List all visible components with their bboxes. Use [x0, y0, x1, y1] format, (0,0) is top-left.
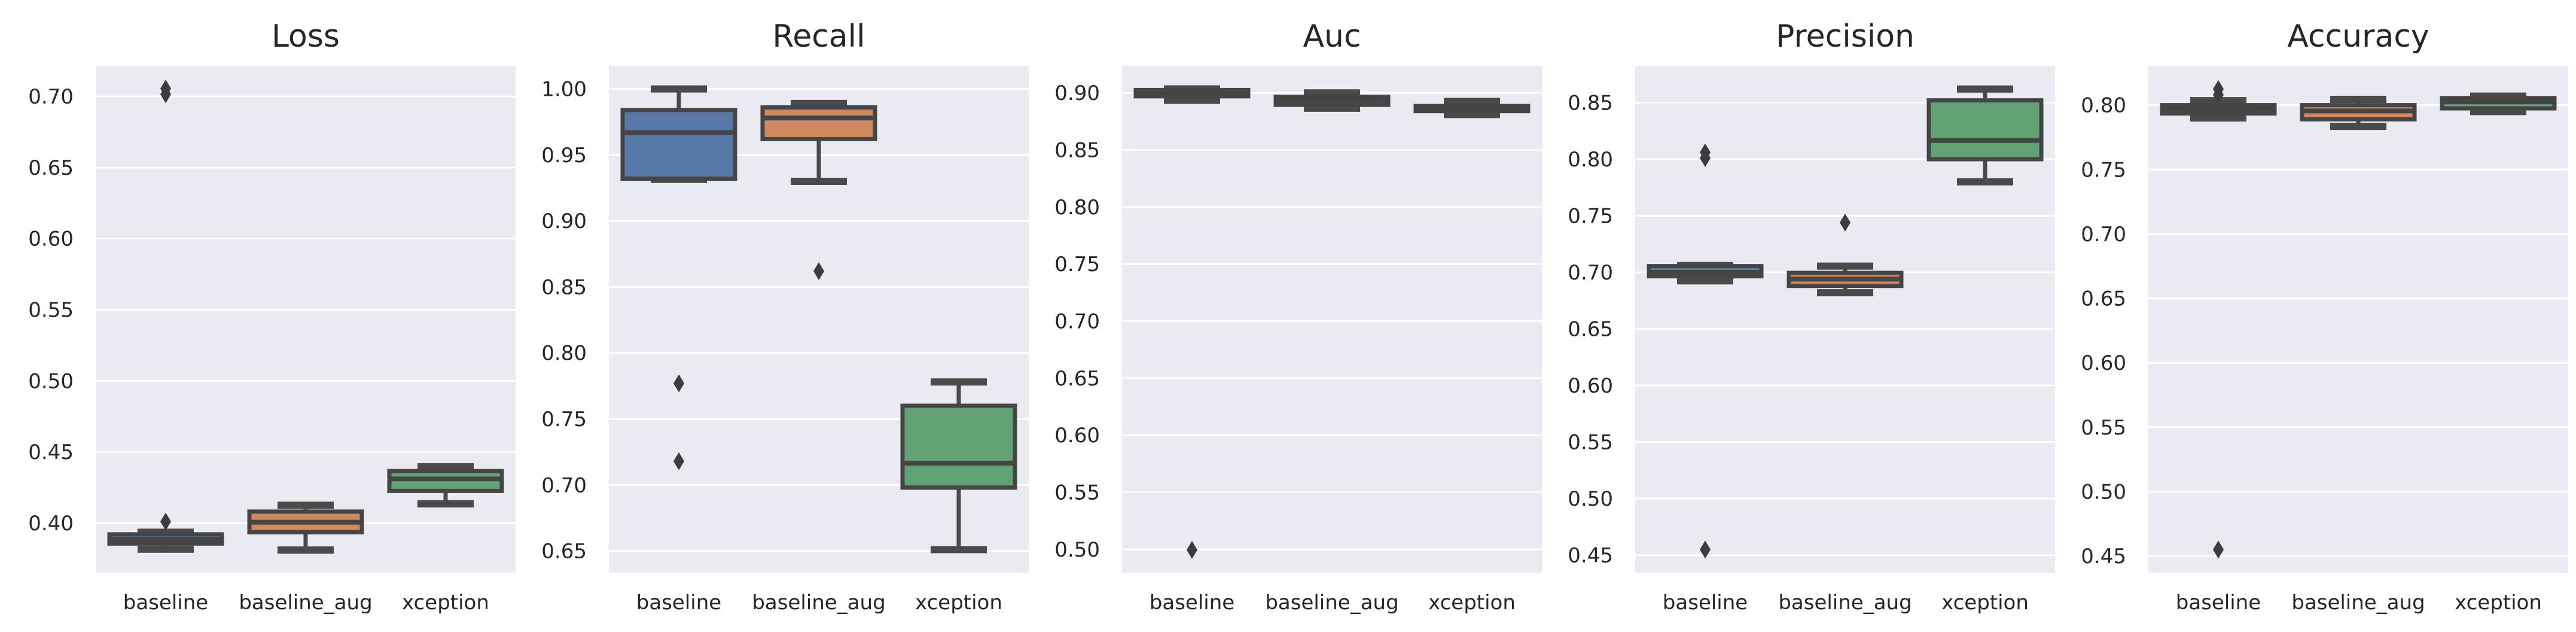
x-tick-label: xception	[2455, 591, 2542, 615]
outlier-marker	[160, 512, 171, 531]
y-tick-label: 0.45	[1568, 544, 1613, 568]
x-tick-label: xception	[1428, 591, 1516, 615]
outlier-marker	[673, 374, 684, 393]
y-tick-label: 0.80	[2081, 94, 2126, 118]
y-tick-label: 0.75	[1054, 253, 1100, 276]
axes-background	[96, 66, 516, 573]
y-tick-label: 0.50	[2081, 480, 2126, 504]
x-tick-label: baseline_aug	[1778, 591, 1912, 615]
y-tick-label: 0.80	[1054, 196, 1100, 220]
y-tick-label: 0.55	[28, 298, 74, 322]
outlier-marker	[1840, 213, 1851, 232]
y-tick-label: 0.85	[1568, 91, 1613, 115]
y-tick-label: 0.65	[541, 540, 587, 564]
y-tick-label: 0.55	[1568, 431, 1613, 455]
x-tick-label: xception	[915, 591, 1002, 615]
x-tick-label: baseline_aug	[2291, 591, 2425, 615]
x-tick-label: baseline	[2176, 591, 2261, 615]
y-tick-label: 0.85	[541, 275, 587, 299]
y-tick-label: 0.70	[1054, 310, 1100, 334]
x-tick-label: xception	[1941, 591, 2029, 615]
y-tick-label: 0.70	[1568, 261, 1613, 285]
subplot-title: Auc	[1303, 19, 1361, 54]
subplot-title: Recall	[772, 19, 865, 54]
subplot-title: Loss	[272, 19, 340, 54]
axes-background	[1122, 66, 1542, 573]
subplot-auc: 0.50 0.55 0.60 0.65 0.70 0.75 0.80 0.85 0.90 Auc b…	[1054, 19, 1542, 615]
y-tick-label: 0.75	[541, 408, 587, 432]
y-tick-label: 0.45	[28, 440, 74, 464]
y-tick-label: 0.75	[1568, 205, 1613, 229]
box-xception	[1926, 98, 2044, 162]
y-tick-label: 0.65	[2081, 287, 2126, 311]
outlier-marker	[1700, 143, 1711, 162]
subplot-title: Precision	[1776, 19, 1915, 54]
outlier-marker	[2213, 80, 2224, 98]
subplot-accuracy: 0.45 0.50 0.55 0.60 0.65 0.70 0.75 0.80 Accuracy…	[2081, 19, 2568, 615]
y-tick-label: 0.55	[1054, 481, 1100, 505]
y-tick-label: 1.00	[541, 78, 587, 102]
y-tick-label: 0.65	[1568, 318, 1613, 342]
y-tick-label: 0.60	[1054, 424, 1100, 448]
y-tick-label: 0.65	[1054, 367, 1100, 391]
outlier-marker	[1187, 540, 1197, 559]
subplot-precision: 0.45 0.50 0.55 0.60 0.65 0.70 0.75 0.80 0.85 Prec…	[1568, 19, 2055, 615]
y-tick-label: 0.55	[2081, 416, 2126, 440]
y-tick-label: 0.45	[2081, 545, 2126, 569]
outlier-marker	[2213, 540, 2224, 559]
axes-background	[2148, 66, 2568, 573]
y-tick-label: 0.90	[541, 209, 587, 233]
subplot-recall: 0.65 0.70 0.75 0.80 0.85 0.90 0.95 1.00 Recall ba…	[541, 19, 1029, 615]
box-baseline	[620, 108, 737, 181]
x-tick-label: baseline_aug	[1265, 591, 1398, 615]
y-tick-label: 0.95	[541, 144, 587, 168]
y-tick-label: 0.80	[541, 342, 587, 366]
x-tick-label: xception	[402, 591, 489, 615]
y-tick-label: 0.50	[28, 369, 74, 393]
y-tick-label: 0.50	[1568, 487, 1613, 511]
x-tick-label: baseline_aug	[752, 591, 885, 615]
y-tick-label: 0.40	[28, 512, 74, 536]
y-tick-label: 0.70	[2081, 223, 2126, 247]
box-xception	[900, 403, 1017, 490]
outlier-marker	[673, 452, 684, 470]
y-tick-label: 0.85	[1054, 139, 1100, 163]
subplot-loss: 0.40 0.45 0.50 0.55 0.60 0.65 0.70 Loss baseline…	[28, 19, 516, 615]
subplot-title: Accuracy	[2287, 19, 2429, 54]
y-tick-label: 0.50	[1054, 538, 1100, 562]
outlier-marker	[813, 262, 824, 280]
y-tick-label: 0.80	[1568, 148, 1613, 172]
box-baseline_aug	[760, 105, 877, 141]
y-tick-label: 0.60	[28, 227, 74, 251]
y-tick-label: 0.60	[1568, 374, 1613, 398]
outlier-marker	[1700, 540, 1711, 559]
x-tick-label: baseline	[1663, 591, 1748, 615]
x-tick-label: baseline	[1150, 591, 1234, 615]
y-tick-label: 0.60	[2081, 351, 2126, 375]
x-tick-label: baseline_aug	[239, 591, 372, 615]
y-tick-label: 0.90	[1054, 81, 1100, 105]
y-tick-label: 0.70	[541, 473, 587, 497]
y-tick-label: 0.75	[2081, 158, 2126, 182]
y-tick-label: 0.70	[28, 85, 74, 109]
x-tick-label: baseline	[636, 591, 721, 615]
outlier-marker	[160, 80, 171, 98]
y-tick-label: 0.65	[28, 156, 74, 180]
x-tick-label: baseline	[123, 591, 208, 615]
